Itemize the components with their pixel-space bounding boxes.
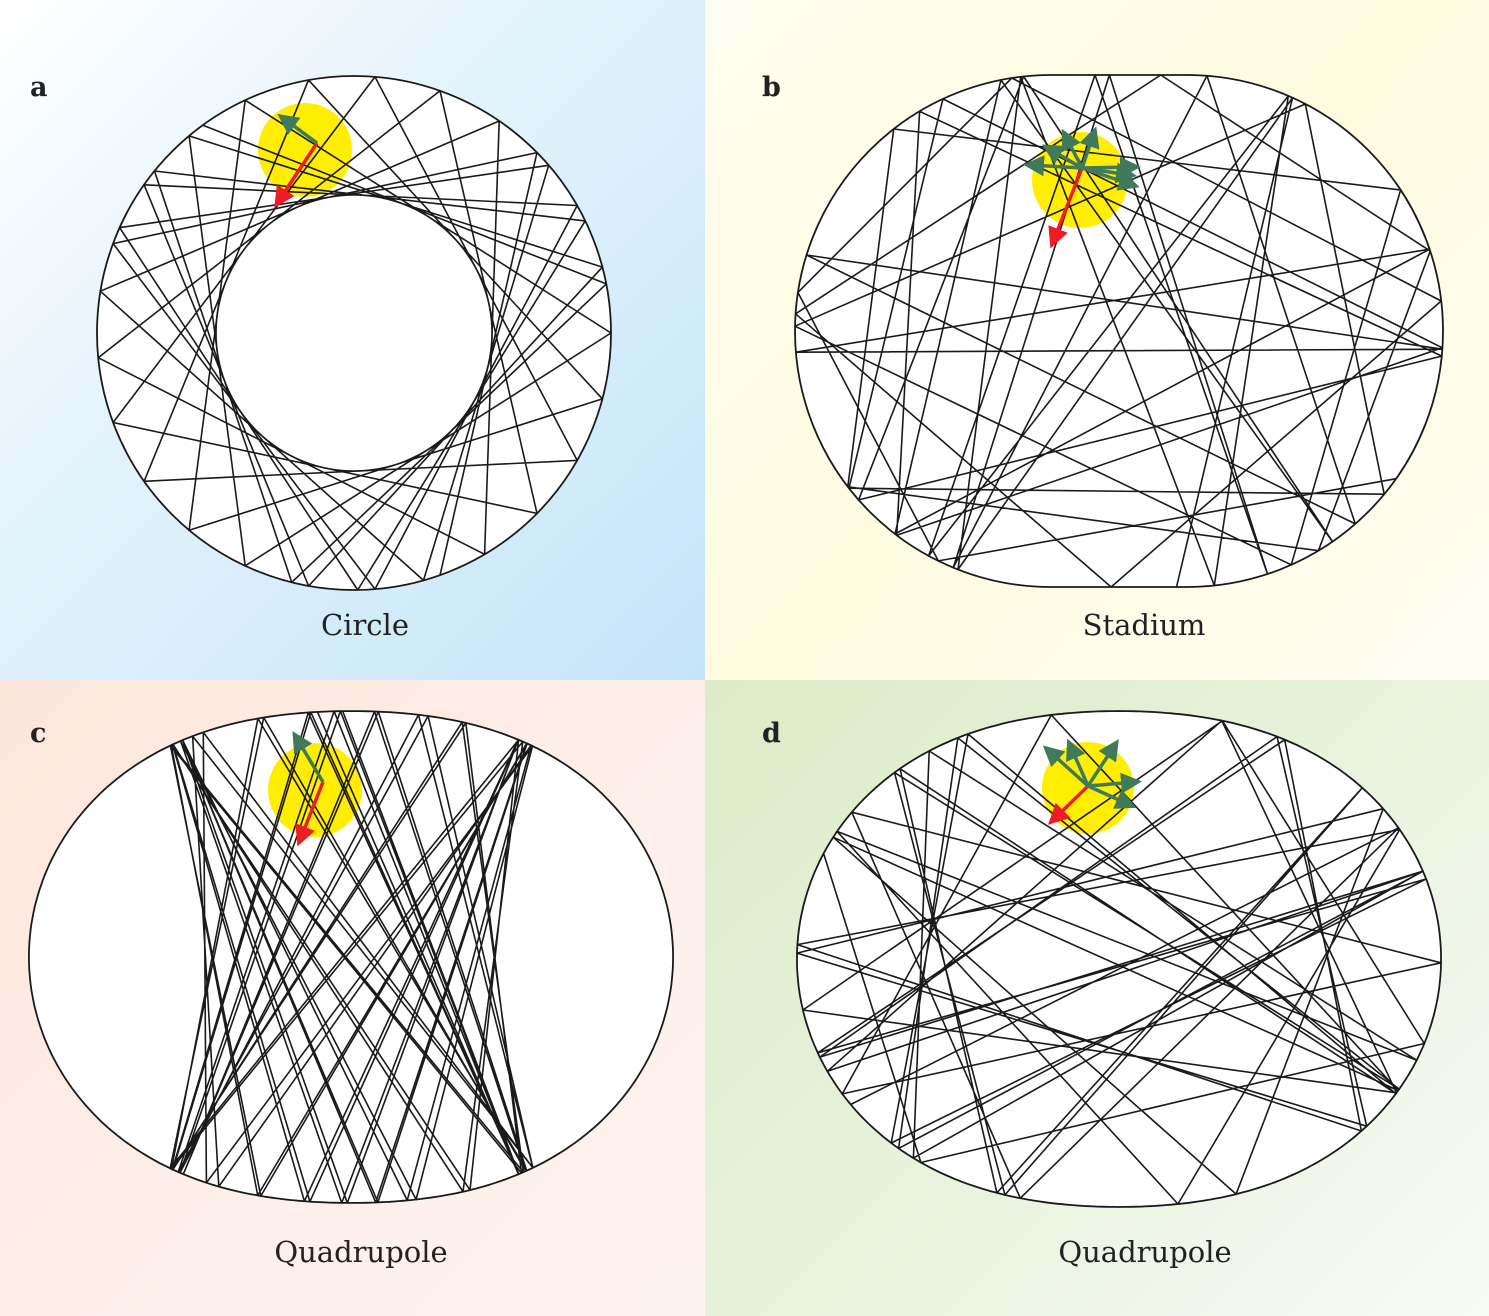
green-arrow-icon bbox=[1023, 155, 1083, 177]
billiard-quadrupole-chaotic bbox=[796, 710, 1442, 1208]
panel-label-b: b bbox=[762, 72, 781, 103]
red-arrow-icon bbox=[1048, 167, 1084, 249]
caustic-circle bbox=[215, 194, 493, 472]
green-arrow-icon bbox=[277, 113, 319, 145]
panel-label-c: c bbox=[30, 718, 47, 749]
green-arrow-icon bbox=[1066, 738, 1090, 787]
billiard-boundary bbox=[794, 74, 1444, 588]
billiard-fill bbox=[795, 75, 1443, 587]
billiard-quadrupole-regular bbox=[27, 710, 675, 1204]
caption-circle: Circle bbox=[320, 608, 409, 642]
green-arrow-icon bbox=[1087, 784, 1137, 809]
green-arrow-icon bbox=[1081, 162, 1137, 184]
red-arrow-icon bbox=[295, 781, 325, 847]
billiard-stadium bbox=[794, 74, 1444, 588]
green-arrow-icon bbox=[1086, 739, 1119, 787]
green-arrow-icon bbox=[1087, 772, 1142, 794]
green-arrow-icon bbox=[292, 730, 325, 783]
panel-label-d: d bbox=[762, 718, 781, 749]
billiard-circle bbox=[96, 75, 612, 591]
caption-quadrupole-c: Quadrupole bbox=[274, 1235, 448, 1269]
green-arrow-icon bbox=[1041, 144, 1083, 170]
green-arrow-icon bbox=[1061, 128, 1084, 169]
billiard-boundary bbox=[796, 710, 1442, 1208]
initial-condition-spot bbox=[268, 743, 362, 837]
red-arrow-icon bbox=[1047, 784, 1090, 825]
billiard-fill bbox=[797, 711, 1441, 1207]
billiard-boundary bbox=[96, 75, 612, 591]
red-arrow-icon bbox=[274, 142, 319, 208]
billiard-boundary bbox=[27, 710, 675, 1204]
panel-label-a: a bbox=[30, 72, 48, 103]
caption-stadium: Stadium bbox=[1082, 608, 1206, 642]
green-arrow-icon bbox=[1042, 745, 1090, 788]
caption-quadrupole-d: Quadrupole bbox=[1058, 1235, 1232, 1269]
green-arrow-icon bbox=[1079, 126, 1100, 169]
